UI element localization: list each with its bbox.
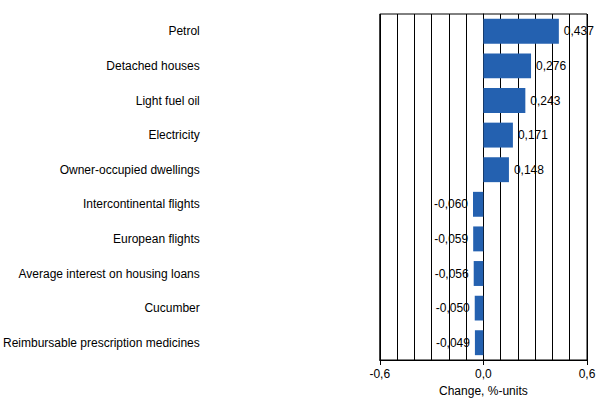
svg-text:-0,060: -0,060	[434, 197, 468, 211]
svg-text:Cucumber: Cucumber	[144, 301, 199, 315]
svg-text:Petrol: Petrol	[168, 24, 199, 38]
svg-text:0,437: 0,437	[564, 24, 594, 38]
svg-text:-0,050: -0,050	[436, 301, 470, 315]
svg-text:Change, %-units: Change, %-units	[439, 384, 528, 398]
svg-text:Electricity: Electricity	[148, 128, 199, 142]
svg-text:-0,049: -0,049	[436, 336, 470, 350]
svg-text:Detached houses: Detached houses	[106, 59, 199, 73]
svg-text:0,0: 0,0	[475, 367, 492, 381]
svg-text:-0,6: -0,6	[369, 367, 390, 381]
svg-text:-0,056: -0,056	[435, 267, 469, 281]
svg-text:Intercontinental flights: Intercontinental flights	[83, 197, 200, 211]
svg-text:0,243: 0,243	[530, 94, 560, 108]
svg-text:Owner-occupied dwellings: Owner-occupied dwellings	[60, 163, 200, 177]
svg-text:0,171: 0,171	[518, 128, 548, 142]
svg-text:-0,059: -0,059	[434, 232, 468, 246]
svg-text:0,6: 0,6	[579, 367, 596, 381]
svg-text:0,276: 0,276	[536, 59, 566, 73]
svg-text:Average interest on housing lo: Average interest on housing loans	[19, 267, 200, 281]
svg-text:0,148: 0,148	[514, 163, 544, 177]
svg-text:Light fuel oil: Light fuel oil	[136, 94, 200, 108]
svg-text:Reimbursable prescription medi: Reimbursable prescription medicines	[3, 336, 200, 350]
svg-text:European flights: European flights	[113, 232, 200, 246]
